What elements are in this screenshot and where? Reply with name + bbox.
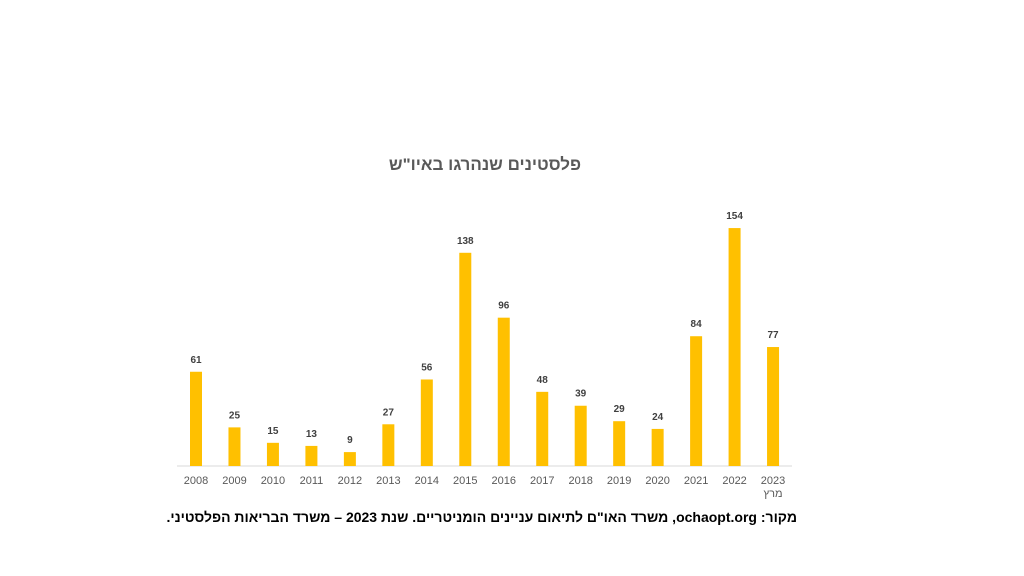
bar xyxy=(497,317,510,466)
bar xyxy=(266,442,279,466)
value-label: 77 xyxy=(767,330,779,341)
source-note: מקור: ochaopt.org, משרד האו"ם לתיאום עני… xyxy=(166,509,797,525)
chart-title: פלסטינים שנהרגו באיו"ש xyxy=(389,155,581,174)
value-label: 25 xyxy=(229,410,241,421)
x-tick-label: 2022 xyxy=(722,475,746,487)
x-tick-label: 2018 xyxy=(568,475,592,487)
value-label: 29 xyxy=(614,404,626,415)
value-label: 15 xyxy=(267,426,279,437)
value-label: 84 xyxy=(691,319,703,330)
value-label: 9 xyxy=(347,435,353,446)
value-label: 61 xyxy=(190,355,202,366)
x-tick-label: 2015 xyxy=(453,475,477,487)
value-label: 39 xyxy=(575,389,587,400)
bar xyxy=(382,424,395,466)
value-label: 48 xyxy=(537,375,549,386)
x-tick-label: 2009 xyxy=(222,475,246,487)
value-label: 154 xyxy=(726,211,743,222)
bar xyxy=(767,347,780,466)
value-label: 27 xyxy=(383,407,395,418)
x-tick-label: 2016 xyxy=(492,475,516,487)
bar xyxy=(728,228,741,466)
value-label: 24 xyxy=(652,412,664,423)
value-label: 96 xyxy=(498,301,510,312)
bar xyxy=(420,379,433,466)
x-tick-label: 2017 xyxy=(530,475,554,487)
x-tick-label: 2019 xyxy=(607,475,631,487)
bar xyxy=(305,445,318,466)
value-label: 13 xyxy=(306,429,318,440)
bar xyxy=(228,427,241,466)
x-tick-label: 2014 xyxy=(415,475,439,487)
bar xyxy=(459,252,472,466)
bar xyxy=(690,336,703,466)
x-tick-label: 2010 xyxy=(261,475,285,487)
bar xyxy=(574,405,587,466)
bar xyxy=(536,391,549,466)
x-tick-label: 2008 xyxy=(184,475,208,487)
value-label: 138 xyxy=(457,236,474,247)
x-tick-label: 2020 xyxy=(645,475,669,487)
bar xyxy=(651,428,664,466)
x-tick-label: 2021 xyxy=(684,475,708,487)
x-tick-note: מרץ xyxy=(764,488,783,500)
x-tick-label: 2012 xyxy=(338,475,362,487)
bar xyxy=(343,452,356,466)
x-tick-label: 2013 xyxy=(376,475,400,487)
x-tick-label: 2011 xyxy=(300,475,324,487)
value-label: 56 xyxy=(421,362,433,373)
x-tick-label: 2023 xyxy=(761,475,785,487)
bar xyxy=(613,421,626,466)
bar xyxy=(190,371,202,466)
